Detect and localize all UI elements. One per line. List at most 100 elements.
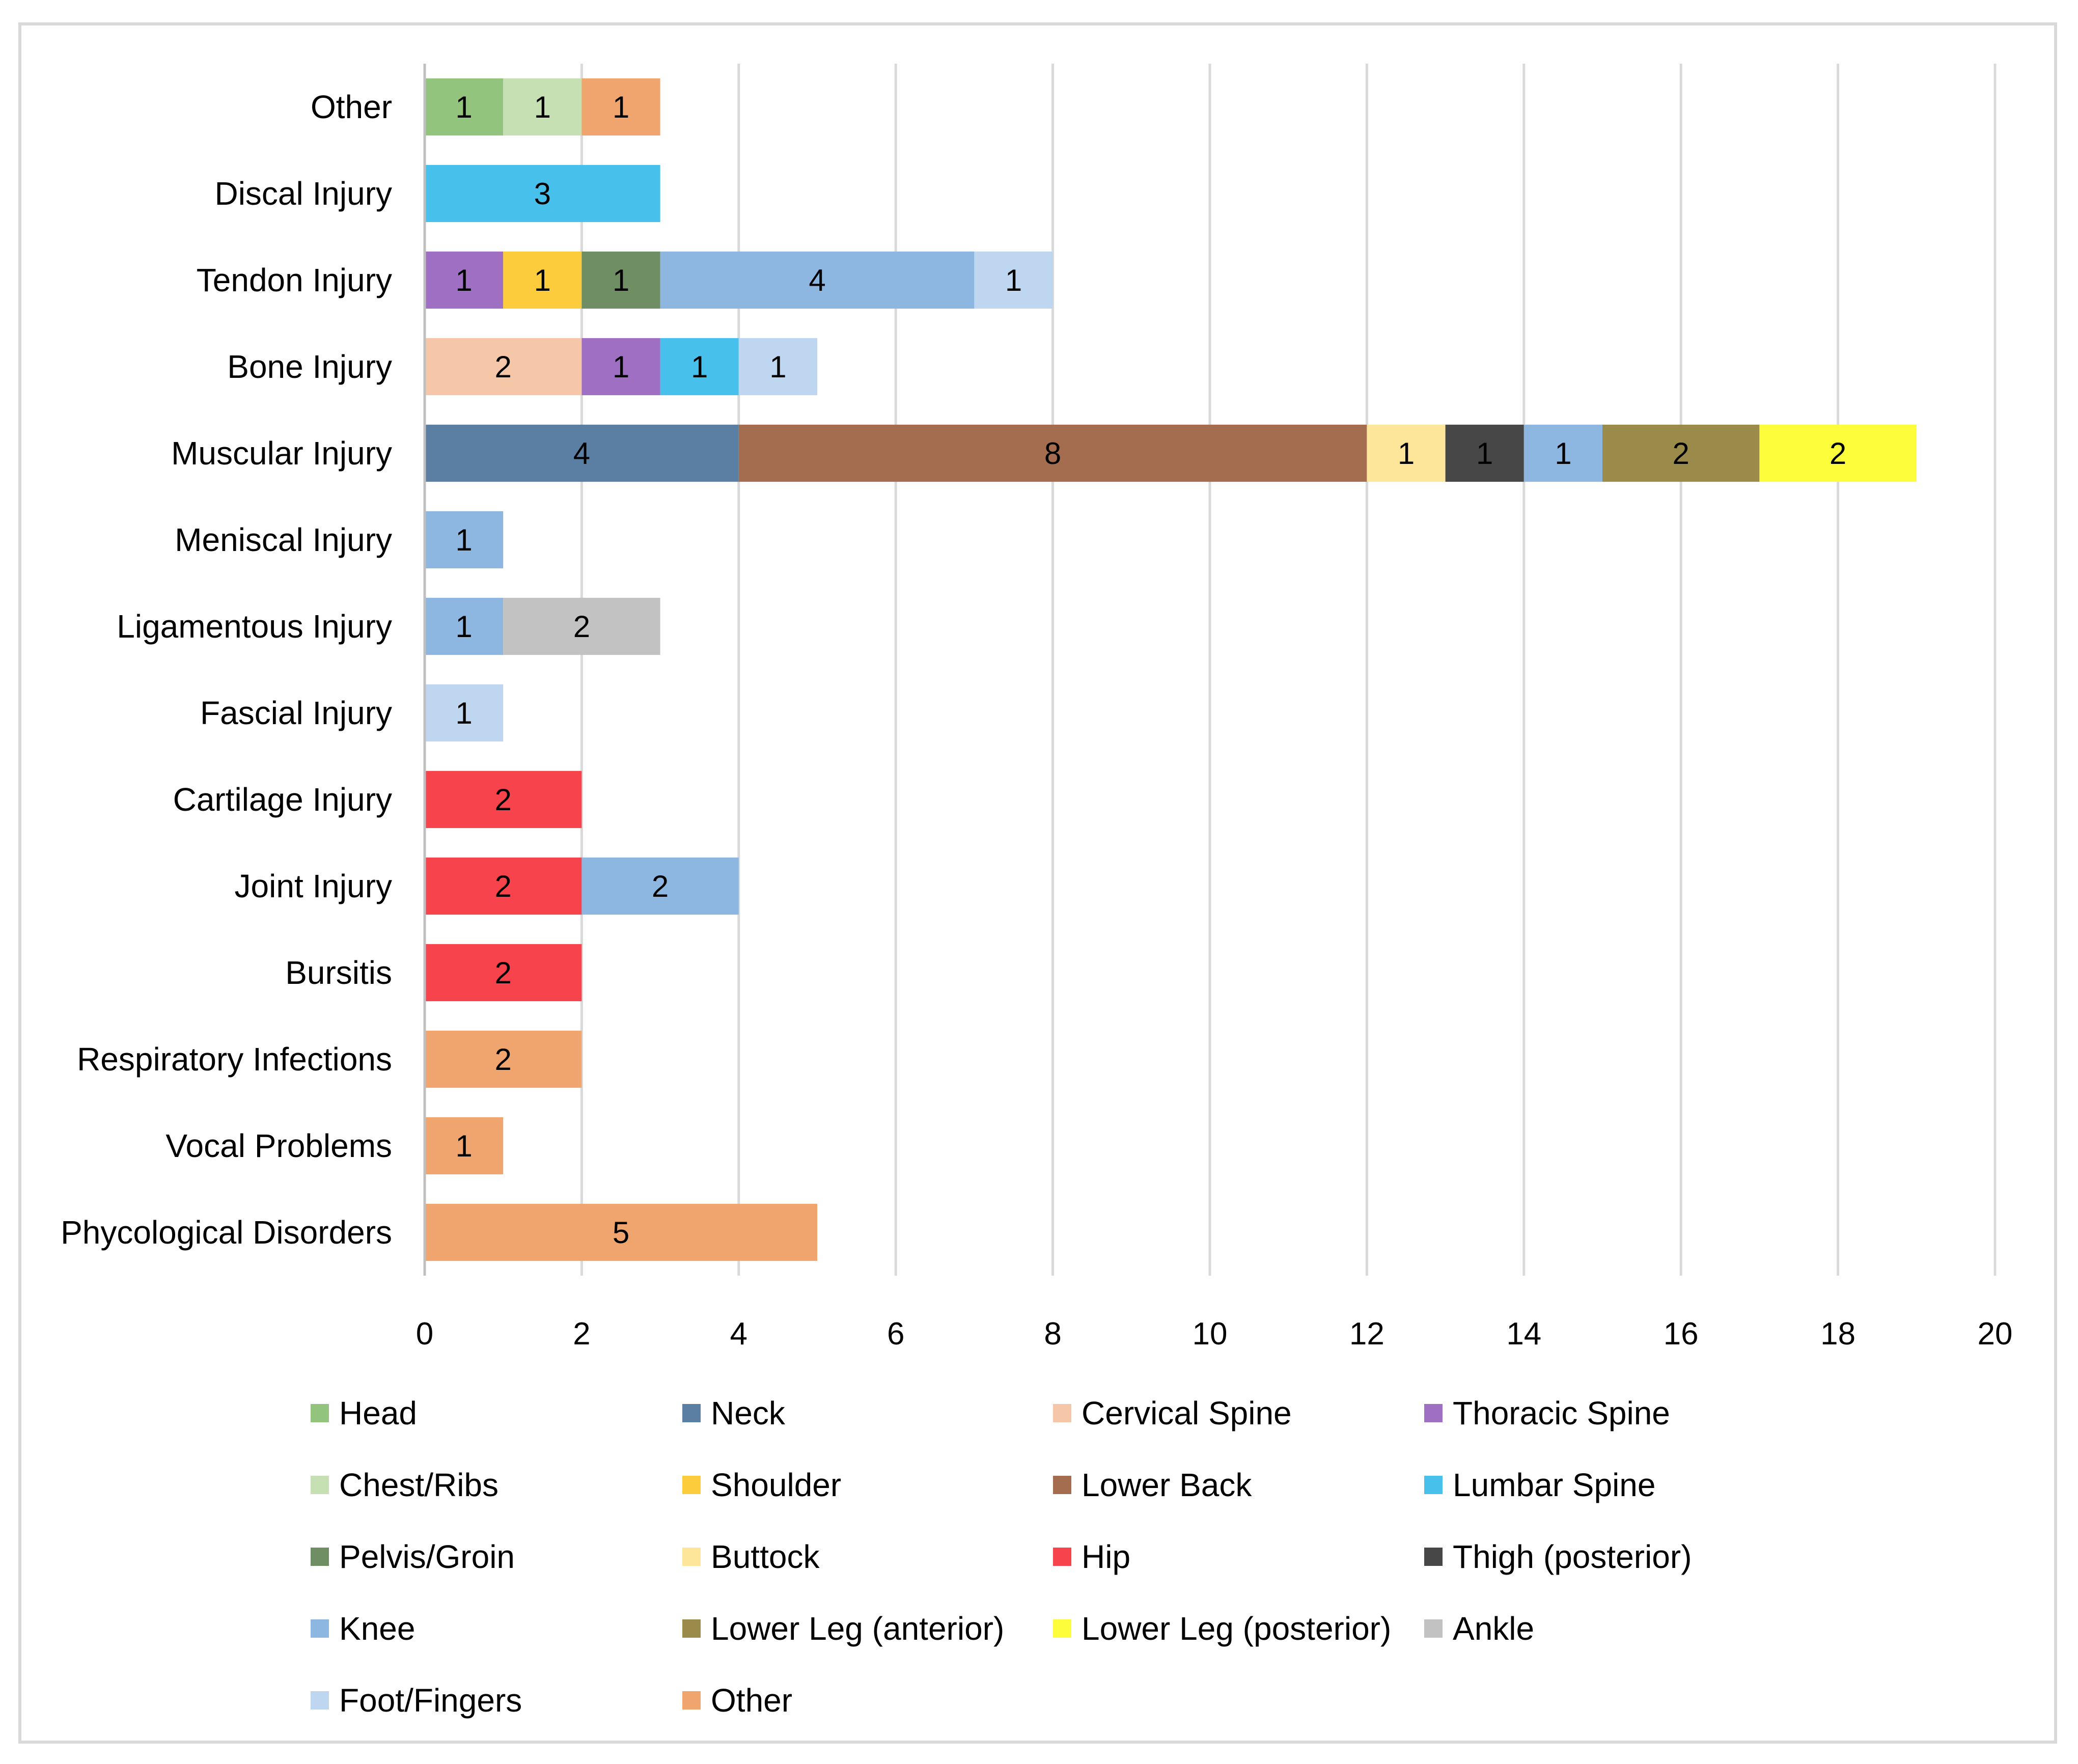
bar-segment (425, 251, 504, 309)
x-tick-label: 2 (573, 1316, 590, 1352)
legend-swatch (1424, 1476, 1443, 1494)
data-label: 2 (573, 610, 590, 644)
legend-swatch (1424, 1404, 1443, 1422)
legend-swatch (311, 1548, 329, 1566)
bar-segment (425, 857, 582, 915)
bar-segment (581, 78, 660, 136)
x-tick-label: 8 (1044, 1316, 1061, 1352)
data-label: 2 (495, 1042, 512, 1077)
legend-swatch (682, 1548, 701, 1566)
data-label: 1 (534, 90, 551, 124)
category-label: Respiratory Infections (77, 1041, 392, 1078)
data-label: 2 (495, 350, 512, 384)
bar-segment (425, 338, 582, 396)
data-label: 1 (613, 90, 629, 124)
data-label: 5 (613, 1216, 629, 1250)
data-label: 2 (652, 869, 669, 903)
bar-segment (425, 770, 582, 829)
legend-swatch (1053, 1476, 1071, 1494)
category-label: Tendon Injury (197, 262, 392, 298)
legend-swatch (682, 1691, 701, 1710)
bar-segment (1445, 424, 1524, 482)
x-tick-label: 14 (1506, 1316, 1541, 1352)
category-label: Phycological Disorders (61, 1214, 392, 1251)
x-tick-label: 12 (1349, 1316, 1384, 1352)
category-label: Bone Injury (227, 348, 392, 385)
legend-swatch (311, 1404, 329, 1422)
x-tick-label: 16 (1664, 1316, 1699, 1352)
legend-label: Shoulder (711, 1467, 841, 1503)
legend-label: Cervical Spine (1082, 1395, 1292, 1431)
data-label: 8 (1044, 436, 1061, 471)
data-label: 1 (455, 1129, 472, 1163)
gridlines (580, 64, 1997, 1276)
legend-swatch (1053, 1404, 1071, 1422)
legend-swatch (1053, 1548, 1071, 1566)
bar-segment (1367, 424, 1446, 482)
data-label: 1 (1555, 436, 1571, 471)
data-label: 1 (455, 696, 472, 730)
data-label: 1 (455, 263, 472, 297)
legend-label: Hip (1082, 1538, 1130, 1575)
legend-label: Head (339, 1395, 417, 1431)
bar-segment (581, 251, 660, 309)
bar-segment (660, 251, 975, 309)
bar-segment (425, 1203, 817, 1261)
data-label: 2 (1673, 436, 1689, 471)
legend-swatch (1053, 1619, 1071, 1638)
data-label: 2 (495, 869, 512, 903)
data-label: 1 (1398, 436, 1415, 471)
data-label: 1 (1005, 263, 1022, 297)
x-tick-label: 0 (416, 1316, 433, 1352)
legend-label: Pelvis/Groin (339, 1538, 515, 1575)
bar-segment (660, 338, 739, 396)
category-label: Cartilage Injury (173, 781, 392, 818)
legend-label: Foot/Fingers (339, 1682, 522, 1719)
legend-label: Ankle (1453, 1610, 1534, 1647)
legend-swatch (311, 1619, 329, 1638)
legend-label: Thoracic Spine (1453, 1395, 1670, 1431)
data-label: 1 (455, 523, 472, 557)
bar-segment (425, 944, 582, 1002)
data-label: 2 (1830, 436, 1846, 471)
data-label: 1 (691, 350, 708, 384)
data-label: 1 (613, 350, 629, 384)
bar-segment (974, 251, 1053, 309)
category-label: Fascial Injury (200, 695, 392, 731)
category-label: Joint Injury (235, 868, 392, 904)
bar-segment (425, 424, 739, 482)
category-label: Other (311, 89, 392, 125)
legend-swatch (682, 1404, 701, 1422)
data-label: 1 (455, 90, 472, 124)
bar-segment (425, 1030, 582, 1088)
bar-segment (738, 424, 1367, 482)
data-label: 2 (495, 783, 512, 817)
data-label: 4 (809, 263, 825, 297)
legend-label: Chest/Ribs (339, 1467, 498, 1503)
bar-segment (1602, 424, 1760, 482)
bar-segment (581, 338, 660, 396)
legend-swatch (1424, 1548, 1443, 1566)
category-label: Muscular Injury (171, 435, 392, 472)
x-tick-label: 10 (1193, 1316, 1228, 1352)
bar-segment (503, 78, 582, 136)
legend-label: Lower Leg (anterior) (711, 1610, 1004, 1647)
legend-label: Lower Back (1082, 1467, 1252, 1503)
legend-label: Buttock (711, 1538, 820, 1575)
x-tick-label: 4 (730, 1316, 747, 1352)
bars: 1 1 1 3 1 1 1 4 1 2 1 1 1 4 8 1 1 1 2 2 1 1 2 1 2 2 2 2 2 1 5 (425, 78, 1917, 1261)
bar-segment (503, 251, 582, 309)
data-label: 1 (455, 610, 472, 644)
legend-swatch (1424, 1619, 1443, 1638)
data-label: 1 (769, 350, 786, 384)
bar-segment (1523, 424, 1602, 482)
bar-segment (425, 511, 504, 569)
bar-segment (581, 857, 739, 915)
legend-swatch (682, 1619, 701, 1638)
legend-label: Thigh (posterior) (1453, 1538, 1692, 1575)
category-label: Discal Injury (214, 175, 392, 212)
bar-segment (425, 597, 504, 655)
legend-swatch (311, 1476, 329, 1494)
